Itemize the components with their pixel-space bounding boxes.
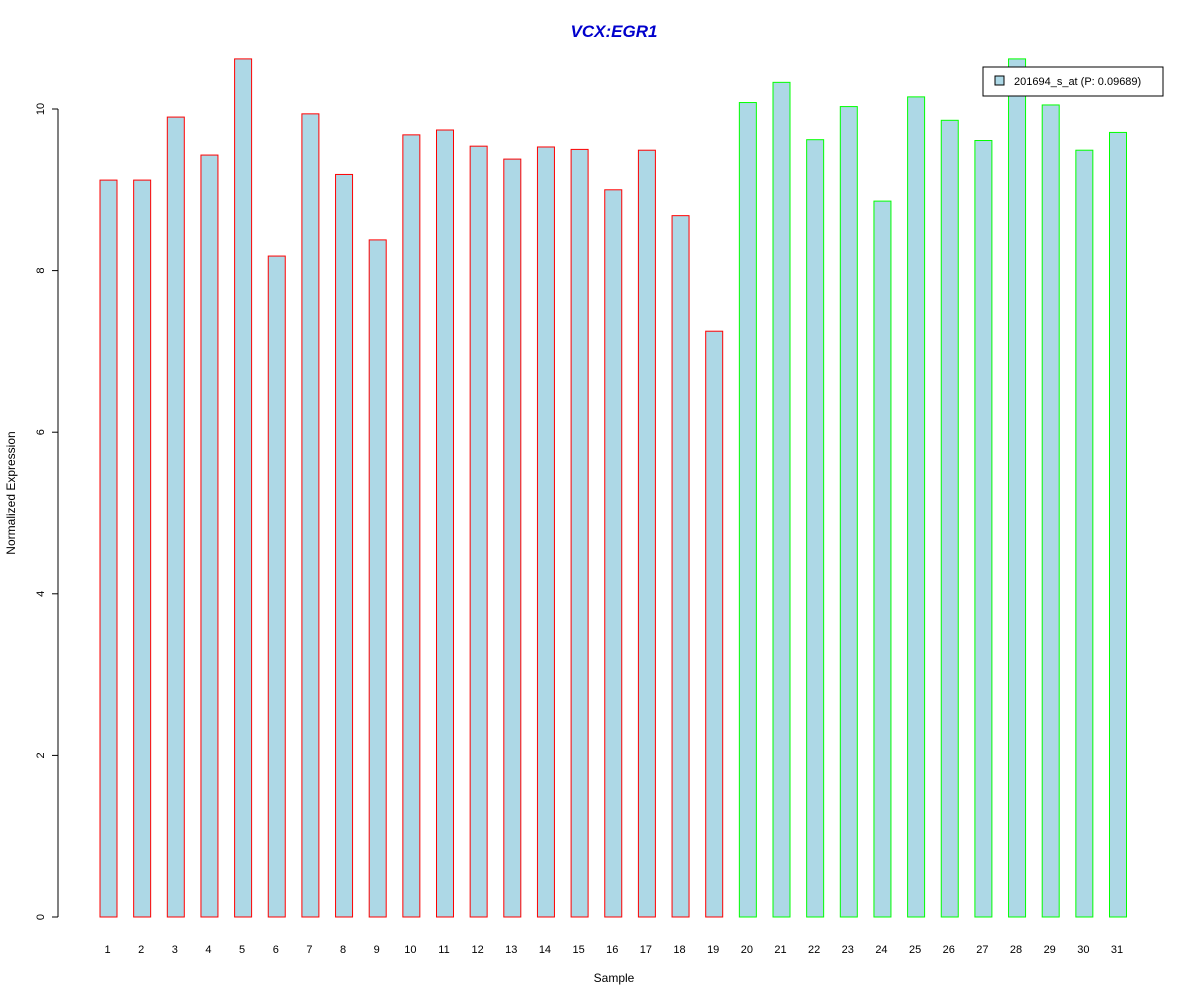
x-tick-label: 14 [539, 944, 551, 956]
bar-sample-18 [671, 215, 690, 918]
x-tick-label: 23 [842, 944, 854, 956]
bar-sample-9 [368, 239, 387, 918]
bar-sample-29 [1041, 104, 1060, 918]
bar-sample-7 [301, 113, 320, 918]
bar-sample-20 [738, 102, 757, 918]
bar-sample-27 [974, 140, 993, 918]
x-tick-label: 28 [1010, 944, 1022, 956]
x-tick-label: 26 [943, 944, 955, 956]
x-tick-label: 9 [374, 944, 380, 956]
x-tick-label: 31 [1111, 944, 1123, 956]
bar-sample-28 [1008, 58, 1027, 918]
x-tick-label: 11 [438, 944, 449, 956]
x-tick-labels: 1 2 3 4 5 6 7 8 9 10 11 12 13 14 15 16 17 18 19 20 21 22 23 24 2… [104, 944, 1123, 956]
x-tick-label: 30 [1077, 944, 1089, 956]
x-tick-label: 15 [572, 944, 584, 956]
x-tick-label: 25 [909, 944, 921, 956]
x-tick-label: 12 [472, 944, 484, 956]
x-tick-label: 4 [205, 944, 211, 956]
bar-sample-25 [907, 96, 926, 918]
chart-title: VCX:EGR1 [571, 22, 658, 41]
bar-sample-23 [839, 106, 858, 918]
y-tick-label: 2 [35, 752, 47, 758]
x-tick-label: 8 [340, 944, 346, 956]
legend: 201694_s_at (P: 0.09689) [982, 66, 1164, 97]
y-tick-label: 6 [35, 429, 47, 435]
legend-entry-label: 201694_s_at (P: 0.09689) [1014, 76, 1141, 88]
y-axis-label: Normalized Expression [4, 431, 18, 554]
x-tick-label: 3 [172, 944, 178, 956]
bar-sample-5 [234, 58, 253, 918]
x-tick-label: 16 [606, 944, 618, 956]
bar-sample-22 [806, 139, 825, 918]
bar-sample-6 [267, 255, 286, 918]
x-tick-label: 18 [673, 944, 685, 956]
bar-sample-17 [637, 149, 656, 918]
x-tick-label: 17 [640, 944, 652, 956]
x-tick-label: 6 [273, 944, 279, 956]
x-tick-label: 7 [306, 944, 312, 956]
bar-sample-19 [705, 330, 724, 918]
x-tick-label: 1 [104, 944, 110, 956]
bar-sample-24 [873, 200, 892, 918]
bar-sample-26 [940, 119, 959, 918]
x-tick-label: 20 [741, 944, 753, 956]
bar-sample-2 [133, 179, 152, 918]
y-ticks: 0 2 4 6 8 10 [35, 103, 58, 920]
bar-sample-4 [200, 154, 219, 918]
bar-sample-13 [503, 158, 522, 918]
y-tick-label: 8 [35, 268, 47, 274]
y-tick-label: 10 [35, 103, 47, 115]
bar-sample-12 [469, 145, 488, 918]
bar-sample-31 [1109, 131, 1127, 918]
legend-box [982, 66, 1164, 97]
x-tick-label: 29 [1044, 944, 1056, 956]
bar-sample-10 [402, 134, 421, 918]
x-tick-label: 21 [774, 944, 786, 956]
bar-sample-3 [166, 116, 185, 918]
x-tick-label: 2 [138, 944, 144, 956]
bar-sample-21 [772, 81, 791, 918]
bar-sample-16 [604, 189, 623, 918]
x-tick-label: 27 [976, 944, 988, 956]
bar-sample-8 [335, 173, 354, 918]
y-tick-label: 4 [35, 591, 47, 597]
x-tick-label: 13 [505, 944, 517, 956]
x-tick-label: 24 [875, 944, 887, 956]
x-axis-label: Sample [594, 971, 635, 985]
bar-sample-1 [99, 179, 118, 918]
bar-sample-11 [436, 129, 454, 918]
x-tick-label: 10 [404, 944, 416, 956]
x-tick-label: 5 [239, 944, 245, 956]
x-tick-label: 22 [808, 944, 820, 956]
bar-sample-15 [570, 148, 589, 918]
bar-sample-30 [1075, 149, 1094, 918]
y-tick-label: 0 [35, 914, 47, 920]
bar-sample-14 [536, 146, 555, 918]
bars [99, 58, 1127, 918]
legend-swatch [994, 75, 1005, 86]
x-tick-label: 19 [707, 944, 719, 956]
